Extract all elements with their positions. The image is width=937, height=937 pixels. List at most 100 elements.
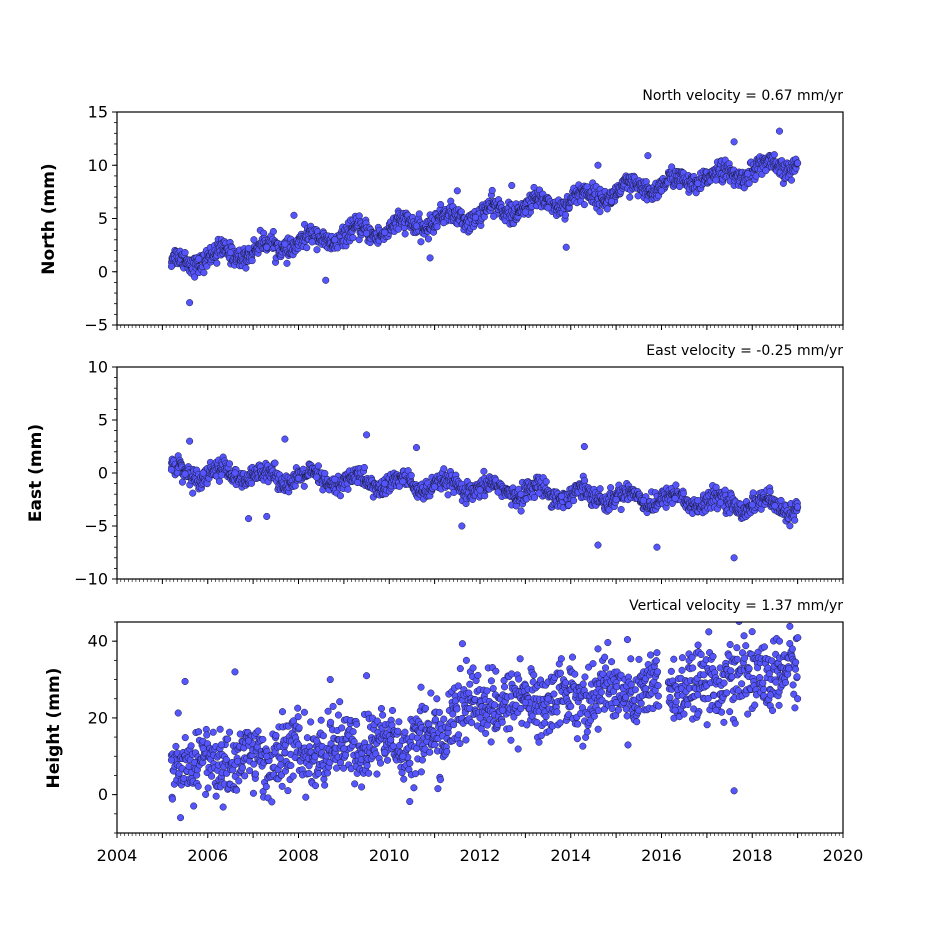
cloud-point [723, 689, 731, 697]
data-point [294, 741, 303, 749]
cloud-point [195, 728, 203, 736]
data-point [639, 497, 647, 505]
data-point [281, 435, 289, 443]
cloud-point [594, 706, 602, 715]
y-tick-label: 40 [88, 632, 108, 651]
data-point [476, 486, 484, 494]
cloud-point [387, 736, 395, 744]
data-point [263, 512, 271, 521]
cloud-point [317, 716, 325, 724]
cloud-point [793, 673, 801, 681]
data-point [181, 677, 189, 686]
cloud-point [766, 488, 774, 496]
cloud-point [233, 786, 241, 794]
cloud-point [360, 463, 368, 472]
east-plot-frame [116, 366, 844, 580]
cloud-point [235, 777, 243, 785]
cloud-point [772, 678, 780, 686]
cloud-point [759, 679, 767, 687]
data-point [494, 488, 502, 496]
data-point [381, 228, 389, 236]
cloud-point [726, 708, 734, 716]
data-point [294, 474, 303, 482]
cloud-point [689, 664, 697, 672]
cloud-point [305, 770, 313, 778]
cloud-point [653, 668, 662, 676]
east-panel: East velocity = -0.25 mm/yr East (mm) −1… [26, 343, 844, 589]
height-y-axis-label: Height (mm) [44, 668, 64, 789]
cloud-point [254, 727, 262, 735]
data-point [612, 495, 620, 504]
y-tick-label: −5 [84, 316, 108, 335]
cloud-point [377, 704, 385, 713]
cloud-point [350, 738, 358, 746]
cloud-point [482, 729, 490, 737]
cloud-point [418, 756, 426, 764]
cloud-point [323, 769, 332, 777]
x-tick-label: 2008 [278, 846, 319, 865]
data-point [322, 276, 330, 284]
cloud-point [238, 764, 246, 772]
cloud-point [786, 522, 794, 530]
cloud-point [178, 478, 186, 486]
cloud-point [401, 230, 409, 238]
cloud-point [589, 660, 597, 668]
cloud-point [654, 692, 662, 700]
cloud-point [741, 654, 749, 662]
cloud-point [668, 163, 676, 171]
data-point [245, 737, 253, 745]
data-point [544, 695, 552, 703]
cloud-point [602, 664, 610, 672]
cloud-point [259, 735, 267, 743]
cloud-point [654, 682, 662, 690]
cloud-point [269, 227, 277, 236]
cloud-point [168, 795, 176, 803]
data-point [281, 748, 289, 756]
cloud-point [594, 725, 602, 733]
cloud-point [556, 669, 564, 677]
cloud-point [530, 493, 539, 502]
cloud-point [284, 787, 292, 795]
cloud-point [596, 485, 604, 493]
data-point [694, 710, 702, 718]
cloud-point [733, 655, 741, 663]
data-point [544, 204, 552, 212]
data-point [217, 741, 225, 749]
cloud-point [241, 772, 249, 780]
data-point [712, 176, 720, 184]
data-point [694, 179, 702, 187]
data-point [213, 259, 221, 267]
cloud-point [627, 655, 635, 663]
data-point [290, 211, 298, 219]
cloud-point [411, 770, 420, 778]
cloud-point [740, 632, 748, 640]
y-tick-label: 5 [98, 209, 108, 228]
cloud-point [705, 628, 713, 636]
cloud-point [194, 782, 202, 790]
data-point [417, 683, 425, 691]
data-point [426, 254, 434, 262]
data-point [471, 213, 480, 221]
cloud-point [395, 718, 403, 726]
cloud-point [311, 753, 319, 761]
east-velocity-title: East velocity = -0.25 mm/yr [646, 343, 843, 359]
data-point [762, 167, 770, 175]
cloud-point [562, 679, 570, 687]
cloud-point [791, 665, 800, 673]
north-y-axis-label: North (mm) [39, 163, 59, 274]
data-point [245, 244, 253, 252]
cloud-point [535, 738, 543, 746]
east-y-axis-label: East (mm) [26, 424, 46, 522]
cloud-point [491, 701, 499, 709]
cloud-point [542, 712, 550, 721]
cloud-point [424, 235, 433, 243]
cloud-point [440, 465, 448, 473]
cloud-point [181, 734, 189, 742]
cloud-point [652, 657, 660, 665]
cloud-point [456, 739, 464, 748]
data-point [381, 748, 389, 756]
cloud-point [573, 735, 581, 743]
cloud-point [794, 634, 802, 642]
cloud-point [417, 768, 425, 776]
cloud-point [667, 667, 675, 675]
